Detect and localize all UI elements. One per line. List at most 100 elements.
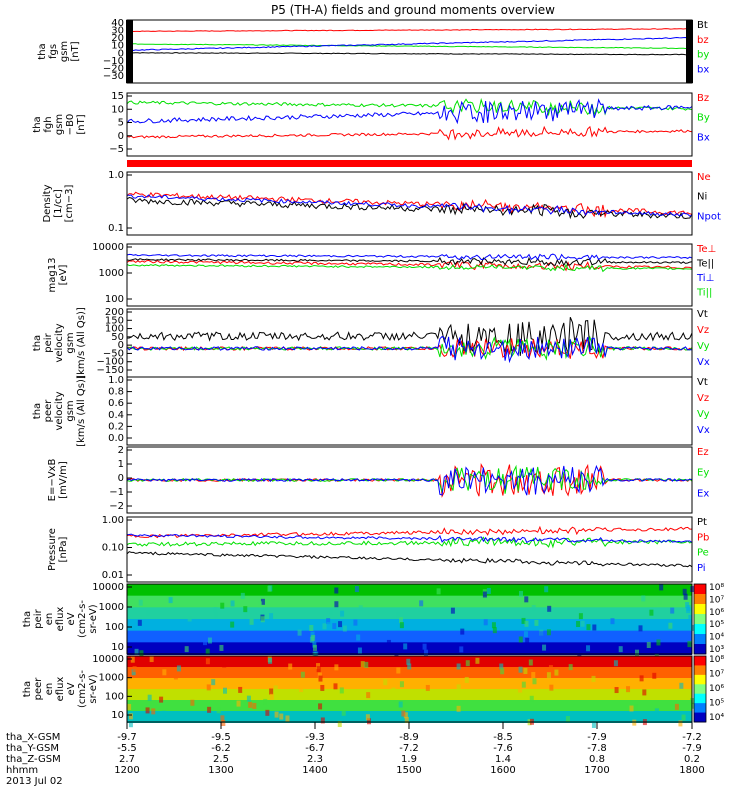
y-axis-label: eflux — [55, 607, 66, 632]
spectrogram-pixel — [219, 644, 224, 651]
legend-label: Vy — [697, 409, 710, 420]
spectrogram-pixel — [243, 606, 248, 613]
spectrogram-pixel — [168, 597, 173, 604]
colorbar-label: 10⁵ — [709, 699, 724, 709]
y-tick-label: 0.4 — [108, 410, 124, 421]
spectrogram-pixel — [679, 682, 684, 689]
axis-value: -6.2 — [211, 743, 231, 754]
axis-value: 0.8 — [589, 754, 605, 765]
spectrogram-pixel — [546, 672, 551, 679]
spectrogram-pixel — [314, 651, 319, 658]
y-axis-label: [mV/m] — [58, 461, 69, 499]
spectrogram-pixel — [139, 650, 144, 657]
series-line-fgs-3 — [126, 36, 693, 52]
panel-temperature: Te⊥ Te|| Ti⊥ Ti|| 10000 1000 100 mag13 [eV] — [47, 242, 716, 307]
spectrogram-pixel — [670, 607, 675, 614]
legend-label: Vz — [697, 393, 709, 404]
spectrogram-pixel — [404, 716, 409, 723]
spectrogram-pixel — [269, 613, 274, 620]
y-tick-label: 0.2 — [108, 421, 124, 432]
spectrogram-pixel — [318, 703, 323, 710]
axis-row-label: tha_Y-GSM — [6, 743, 59, 754]
series-line-efield-1 — [126, 464, 693, 494]
axis-value: 1.4 — [495, 754, 511, 765]
spectrogram-pixel — [500, 668, 505, 675]
y-axis-label: peir — [43, 332, 54, 352]
series-line-pressure-1 — [126, 525, 692, 539]
spectrogram-pixel — [652, 672, 657, 679]
spectrogram-pixel — [459, 646, 464, 653]
spectrogram-pixel — [618, 646, 623, 653]
spectrogram-pixel — [145, 609, 150, 616]
spectrogram-pixel — [138, 599, 143, 606]
spectrogram-pixel — [338, 621, 343, 628]
spectrogram-pixel — [222, 661, 227, 668]
spectrogram-pixel — [401, 710, 406, 717]
panel-frame — [126, 516, 693, 583]
spectrogram-pixel — [529, 695, 534, 702]
y-tick-label: −5 — [109, 144, 124, 155]
colorbar-segment — [694, 684, 706, 695]
colorbar-frame — [693, 655, 707, 723]
spectrogram-pixel — [162, 669, 167, 676]
y-tick-label: 0 — [118, 48, 124, 59]
axis-value: -6.7 — [305, 743, 325, 754]
panel-peer_velocity: Vt Vz Vy Vx 1.00.80.60.40.20.0 tha peer velocit… — [32, 375, 710, 447]
axis-value: 0.2 — [684, 754, 700, 765]
colorbar-segment — [694, 644, 706, 655]
y-axis-label: tha — [32, 335, 43, 351]
spectrogram-pixel — [407, 663, 412, 670]
legend-label: Ti⊥ — [696, 273, 714, 284]
series-line-temperature-3 — [126, 263, 693, 273]
spectrogram-pixel — [475, 657, 480, 664]
y-axis-label: eV — [66, 682, 77, 695]
y-axis-label: E=−VxB — [47, 459, 58, 502]
y-axis-label: −B0 — [65, 114, 76, 136]
y-axis-label: tha — [22, 611, 33, 627]
legend-label: Pe — [697, 548, 709, 559]
spectrogram-pixel — [309, 625, 314, 632]
y-axis-label: [nT] — [70, 41, 81, 61]
spectrogram-pixel — [328, 608, 333, 615]
legend-label: Vt — [697, 309, 708, 320]
axis-value: 1200 — [114, 765, 139, 776]
colorbar-segment — [694, 594, 706, 605]
spectrogram-pixel — [531, 672, 536, 679]
series-line-density-1 — [126, 196, 693, 220]
spectrogram-pixel — [128, 713, 133, 720]
legend-label: bz — [697, 35, 709, 46]
spectrogram-pixel — [354, 586, 359, 593]
y-axis-label: gsm — [65, 332, 76, 353]
legend-label: Vt — [697, 377, 708, 388]
flag-bar — [127, 160, 692, 167]
axis-value: 1.9 — [401, 754, 417, 765]
legend-label: Ne — [697, 172, 711, 183]
spectrogram-pixel — [274, 711, 279, 718]
spectrogram-pixel — [586, 645, 591, 652]
y-tick-label: −50 — [103, 348, 124, 359]
y-axis-label: velocity — [54, 323, 65, 362]
spectrogram-pixel — [635, 649, 640, 656]
spectrogram-pixel — [213, 668, 218, 675]
y-axis-label: [cm−3] — [64, 185, 75, 223]
colorbar-segment — [694, 614, 706, 625]
spectrogram-pixel — [358, 605, 363, 612]
spectrogram-pixel — [337, 721, 342, 728]
spectrogram-pixel — [353, 619, 358, 626]
axis-value: -7.2 — [682, 732, 702, 743]
y-axis-label: sr-eV) — [88, 674, 99, 703]
spectrogram-band — [127, 711, 692, 723]
y-tick-label: 0 — [118, 473, 124, 484]
legend-label: Ex — [697, 488, 709, 499]
y-axis-label: tha — [32, 403, 43, 419]
spectrogram-pixel — [240, 592, 245, 599]
spectrogram-pixel — [273, 685, 278, 692]
series-line-fgs-1 — [126, 28, 693, 33]
spectrogram-pixel — [456, 705, 461, 712]
spectrogram-pixel — [406, 658, 411, 665]
spectrogram-pixel — [127, 703, 132, 710]
spectrogram-pixel — [578, 613, 583, 620]
spectrogram-pixel — [316, 663, 321, 670]
spectrogram-pixel — [173, 673, 178, 680]
colorbar-segment — [694, 656, 706, 666]
